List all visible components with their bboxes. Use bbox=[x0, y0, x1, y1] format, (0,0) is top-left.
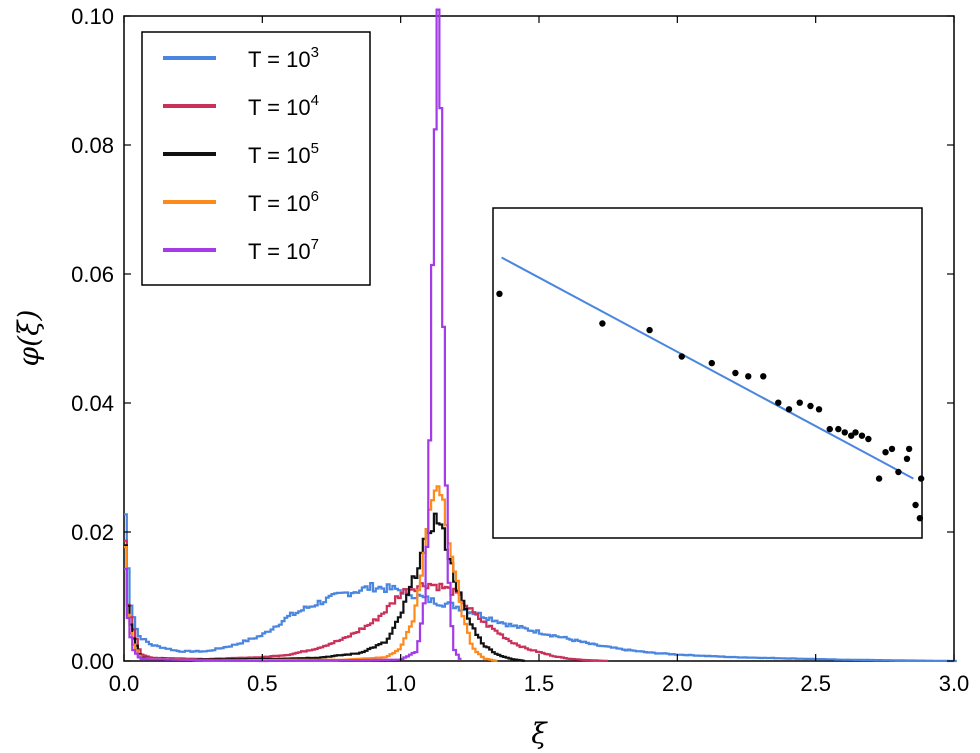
inset-data-point bbox=[903, 455, 911, 462]
inset-data-point bbox=[775, 399, 782, 406]
x-tick-label: 2.0 bbox=[662, 671, 693, 696]
inset-data-point bbox=[858, 432, 866, 439]
inset-data-point bbox=[732, 369, 739, 377]
inset-data-point bbox=[796, 399, 803, 406]
inset-data-point bbox=[841, 429, 848, 436]
x-tick-label: 0.5 bbox=[247, 671, 278, 696]
x-tick-label: 2.5 bbox=[800, 671, 831, 696]
inset-data-point bbox=[815, 406, 823, 413]
legend-label-1: T = 103 bbox=[248, 44, 319, 72]
inset-data-point bbox=[678, 353, 685, 360]
legend-label-4: T = 106 bbox=[248, 188, 319, 216]
legend-label-exponent: 4 bbox=[311, 92, 319, 109]
y-tick-label: 0.06 bbox=[71, 262, 114, 287]
inset-data-point bbox=[826, 425, 833, 433]
inset-data-point bbox=[599, 320, 606, 327]
y-tick-label: 0.04 bbox=[71, 391, 114, 416]
y-tick-label: 0.10 bbox=[71, 4, 114, 29]
inset-data-point bbox=[785, 406, 793, 413]
inset-data-point bbox=[835, 425, 842, 433]
legend-label-base: T = 10 bbox=[248, 191, 311, 216]
inset-fit-line bbox=[501, 256, 914, 480]
legend-label-exponent: 6 bbox=[311, 188, 319, 205]
inset-data-point bbox=[865, 435, 872, 443]
series-line-3 bbox=[124, 512, 526, 662]
inset-data-point bbox=[917, 475, 925, 482]
x-tick-label: 3.0 bbox=[939, 671, 970, 696]
y-tick-label: 0.02 bbox=[71, 520, 114, 545]
x-tick-label: 1.5 bbox=[524, 671, 555, 696]
inset-data-point bbox=[905, 445, 913, 453]
series-line-5 bbox=[124, 8, 462, 663]
legend-label-exponent: 3 bbox=[311, 44, 319, 61]
x-tick-label: 1.0 bbox=[385, 671, 416, 696]
legend-box bbox=[141, 31, 371, 286]
inset-data-point bbox=[888, 445, 896, 453]
y-axis-title: φ(ξ) bbox=[12, 310, 45, 367]
inset-data-point bbox=[496, 290, 503, 297]
inset-data-point bbox=[760, 373, 767, 380]
inset-plot bbox=[492, 207, 925, 539]
inset-data-point bbox=[912, 501, 919, 509]
inset-data-point bbox=[852, 429, 859, 436]
x-axis-title: ξ bbox=[531, 717, 548, 750]
inset-data-point bbox=[708, 359, 715, 367]
legend-label-5: T = 107 bbox=[248, 236, 319, 264]
inset-data-point bbox=[646, 326, 653, 334]
x-tick-label: 0.0 bbox=[109, 671, 140, 696]
inset-data-point bbox=[916, 515, 924, 522]
series-line-1 bbox=[124, 513, 957, 663]
legend-label-base: T = 10 bbox=[248, 143, 311, 168]
inset-data-point bbox=[875, 475, 883, 482]
inset-data-point bbox=[895, 468, 902, 476]
inset-data-point bbox=[807, 402, 814, 410]
legend-label-base: T = 10 bbox=[248, 239, 311, 264]
series-line-2 bbox=[124, 539, 609, 662]
inset-data-point bbox=[745, 373, 752, 380]
legend-label-3: T = 105 bbox=[248, 140, 319, 168]
legend-label-2: T = 104 bbox=[248, 92, 319, 120]
series-layer bbox=[124, 8, 957, 663]
legend-label-exponent: 5 bbox=[311, 140, 319, 157]
series-line-4 bbox=[124, 485, 498, 662]
ticks-layer: 0.0 0.5 1.0 1.5 2.0 2.5 3.0 0.00 0.02 0.04 0.06 0.0… bbox=[71, 4, 969, 696]
y-tick-label: 0.00 bbox=[71, 649, 114, 674]
y-tick-label: 0.08 bbox=[71, 133, 114, 158]
legend-label-exponent: 7 bbox=[311, 236, 319, 253]
legend-label-base: T = 10 bbox=[248, 47, 311, 72]
legend-label-base: T = 10 bbox=[248, 95, 311, 120]
inset-data-point bbox=[882, 449, 889, 456]
inset-frame bbox=[492, 207, 923, 539]
